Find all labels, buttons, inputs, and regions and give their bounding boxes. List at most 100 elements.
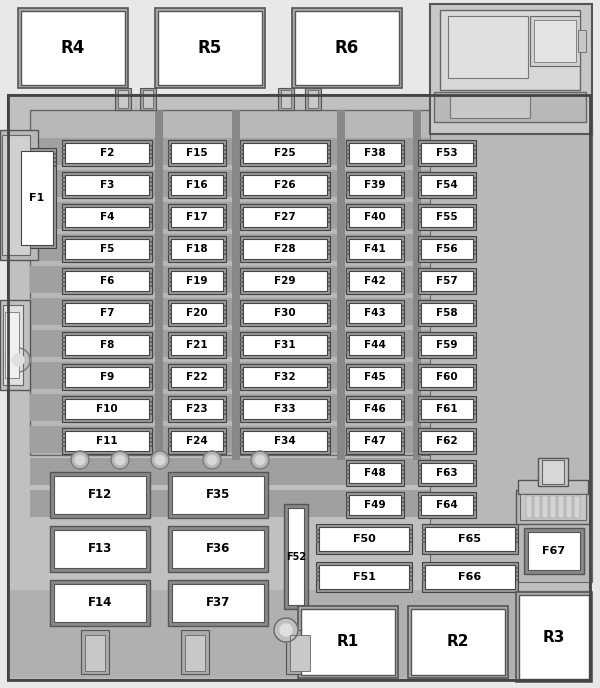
- Bar: [346, 317, 349, 319]
- Bar: [473, 177, 476, 179]
- Bar: [346, 309, 349, 311]
- Bar: [62, 217, 65, 219]
- Bar: [422, 567, 425, 569]
- Bar: [473, 273, 476, 275]
- Bar: [240, 153, 243, 155]
- Bar: [223, 213, 226, 215]
- Bar: [240, 285, 243, 287]
- Text: F67: F67: [542, 546, 566, 556]
- Bar: [473, 469, 476, 471]
- Text: F4: F4: [100, 212, 114, 222]
- Bar: [346, 349, 349, 351]
- Bar: [149, 373, 152, 375]
- Bar: [62, 364, 152, 390]
- Bar: [223, 313, 226, 315]
- Text: F19: F19: [186, 276, 208, 286]
- Text: F59: F59: [436, 340, 458, 350]
- Bar: [168, 345, 171, 347]
- Bar: [223, 185, 226, 187]
- Bar: [327, 157, 330, 159]
- Bar: [558, 496, 564, 518]
- Bar: [316, 537, 319, 539]
- Bar: [401, 185, 404, 187]
- Bar: [346, 377, 349, 379]
- Bar: [346, 140, 404, 166]
- Bar: [149, 153, 152, 155]
- Bar: [346, 497, 349, 499]
- Text: F37: F37: [206, 596, 230, 610]
- Bar: [240, 409, 243, 411]
- Bar: [240, 341, 243, 343]
- Bar: [473, 437, 476, 439]
- Circle shape: [203, 451, 221, 469]
- Bar: [346, 253, 349, 255]
- Bar: [168, 253, 171, 255]
- Bar: [346, 437, 349, 439]
- Bar: [418, 277, 421, 279]
- Bar: [240, 249, 243, 251]
- Bar: [62, 309, 65, 311]
- Text: F12: F12: [88, 488, 112, 502]
- Bar: [168, 177, 171, 179]
- Bar: [62, 313, 65, 315]
- Bar: [168, 526, 268, 572]
- Bar: [65, 399, 149, 419]
- Bar: [346, 181, 349, 183]
- Bar: [295, 11, 399, 85]
- Bar: [240, 428, 330, 454]
- Bar: [473, 445, 476, 447]
- Bar: [418, 465, 421, 467]
- Bar: [18, 165, 21, 167]
- Bar: [528, 532, 580, 570]
- Bar: [3, 305, 23, 385]
- Bar: [243, 271, 327, 291]
- Bar: [292, 8, 402, 88]
- Bar: [418, 369, 421, 371]
- Bar: [346, 413, 349, 415]
- Bar: [240, 396, 330, 422]
- Bar: [62, 332, 152, 358]
- Bar: [349, 271, 401, 291]
- Bar: [349, 175, 401, 195]
- Bar: [327, 277, 330, 279]
- Bar: [240, 172, 330, 198]
- Bar: [223, 401, 226, 403]
- Bar: [346, 501, 349, 503]
- Bar: [223, 305, 226, 307]
- Bar: [346, 441, 349, 443]
- Bar: [473, 413, 476, 415]
- Bar: [50, 580, 150, 626]
- Bar: [473, 349, 476, 351]
- Bar: [473, 277, 476, 279]
- Circle shape: [280, 624, 292, 636]
- Bar: [418, 505, 421, 507]
- Bar: [401, 181, 404, 183]
- Bar: [149, 413, 152, 415]
- Bar: [240, 313, 243, 315]
- Bar: [243, 239, 327, 259]
- Bar: [473, 473, 476, 475]
- Bar: [418, 396, 476, 422]
- Bar: [243, 399, 327, 419]
- Bar: [578, 30, 586, 52]
- Bar: [418, 217, 421, 219]
- Bar: [515, 541, 518, 543]
- Bar: [240, 332, 330, 358]
- Bar: [418, 473, 421, 475]
- Bar: [171, 271, 223, 291]
- Bar: [327, 273, 330, 275]
- Bar: [409, 579, 412, 581]
- Bar: [240, 413, 243, 415]
- Bar: [168, 185, 171, 187]
- Bar: [401, 401, 404, 403]
- Bar: [223, 277, 226, 279]
- Bar: [534, 496, 540, 518]
- Bar: [50, 526, 150, 572]
- Bar: [515, 575, 518, 577]
- Bar: [418, 204, 476, 230]
- Bar: [223, 189, 226, 191]
- Bar: [349, 399, 401, 419]
- Bar: [172, 584, 264, 622]
- Bar: [62, 213, 65, 215]
- Bar: [30, 330, 490, 357]
